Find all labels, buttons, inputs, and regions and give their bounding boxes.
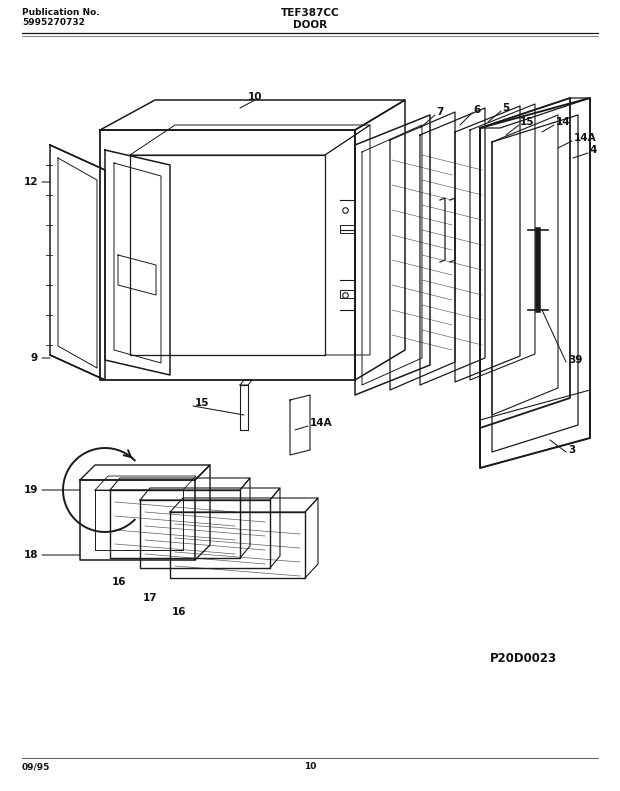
Text: 5: 5 [502,103,509,113]
Text: 5995270732: 5995270732 [22,18,85,27]
Text: 16: 16 [112,577,126,587]
Text: P20D0023: P20D0023 [490,652,557,664]
Text: 39: 39 [568,355,582,365]
Text: 18: 18 [24,550,38,560]
Text: 7: 7 [436,107,443,117]
Text: 14A: 14A [310,418,332,428]
Text: Publication No.: Publication No. [22,8,100,17]
Text: 15: 15 [520,117,534,127]
Text: TEF387CC: TEF387CC [281,8,339,18]
Text: 9: 9 [31,353,38,363]
Text: 17: 17 [143,593,157,603]
Text: 4: 4 [590,145,598,155]
Text: 19: 19 [24,485,38,495]
Text: 14: 14 [556,117,570,127]
Bar [340,225,354,233]
Text: 15: 15 [195,398,210,408]
Text: 10: 10 [248,92,262,102]
Text: 3: 3 [568,445,575,455]
Bar [340,290,354,298]
Text: 14A: 14A [574,133,596,143]
Text: 09/95: 09/95 [22,762,50,771]
Text: 12: 12 [24,177,38,187]
Text: 16: 16 [172,607,187,617]
Text: 10: 10 [304,762,316,771]
Text: DOOR: DOOR [293,20,327,30]
Text: 6: 6 [473,105,480,115]
